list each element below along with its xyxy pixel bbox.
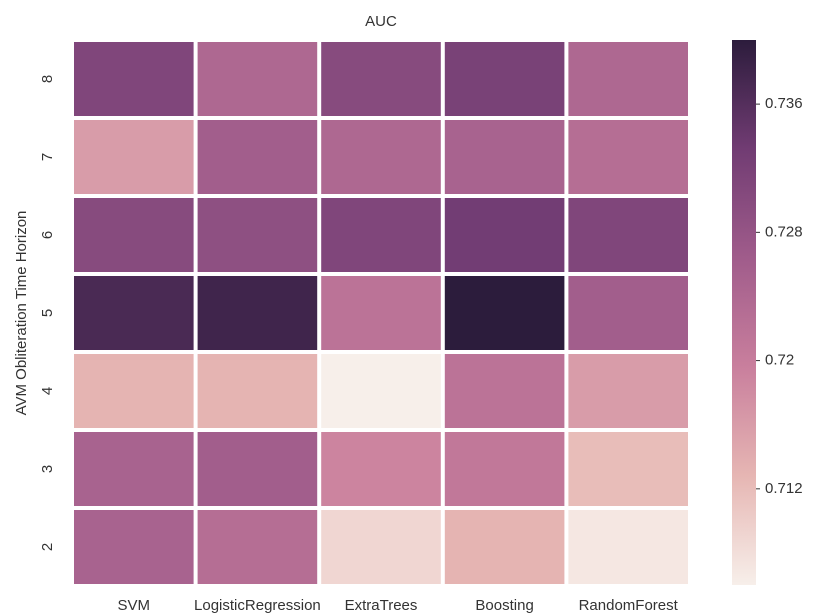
x-tick-label: Boosting <box>475 597 533 614</box>
y-tick-label: 8 <box>39 75 56 83</box>
heatmap-cell <box>444 510 565 584</box>
heatmap-cell <box>74 354 194 428</box>
heatmap-cell <box>568 354 688 428</box>
heatmap-cell <box>444 198 565 272</box>
heatmap-cell <box>568 510 688 584</box>
heatmap-cell <box>444 354 565 428</box>
heatmap-cell <box>321 198 441 272</box>
heatmap-cell <box>197 432 318 506</box>
heatmap-cell <box>444 120 565 194</box>
y-tick-label: 6 <box>39 231 56 239</box>
y-tick-label: 5 <box>39 309 56 317</box>
heatmap-cell <box>197 276 318 350</box>
heatmap-cell <box>74 276 194 350</box>
heatmap-cell <box>197 120 318 194</box>
heatmap-cell <box>321 354 441 428</box>
heatmap-cell <box>568 276 688 350</box>
heatmap-cell <box>321 42 441 116</box>
heatmap-cell <box>568 42 688 116</box>
heatmap-cell <box>568 198 688 272</box>
heatmap-cell <box>321 276 441 350</box>
colorbar <box>732 40 756 585</box>
heatmap-cell <box>568 432 688 506</box>
colorbar-tick-label: 0.736 <box>765 95 803 112</box>
y-tick-label: 2 <box>39 543 56 551</box>
heatmap-cell <box>444 432 565 506</box>
heatmap-cell <box>321 510 441 584</box>
y-tick-label: 7 <box>39 153 56 161</box>
heatmap-cell <box>444 276 565 350</box>
heatmap-cell <box>74 42 194 116</box>
heatmap-cell <box>197 42 318 116</box>
chart-title: AUC <box>365 13 397 30</box>
y-tick-label: 3 <box>39 465 56 473</box>
heatmap-cell <box>74 432 194 506</box>
heatmap-cell <box>321 432 441 506</box>
heatmap-cell <box>197 198 318 272</box>
colorbar-tick-label: 0.712 <box>765 480 803 497</box>
x-tick-label: LogisticRegression <box>194 597 321 614</box>
x-tick-label: RandomForest <box>579 597 679 614</box>
y-tick-label: 4 <box>39 387 56 395</box>
heatmap-cell <box>444 42 565 116</box>
x-tick-label: SVM <box>118 597 151 614</box>
heatmap-cell <box>74 510 194 584</box>
heatmap-cell <box>74 120 194 194</box>
colorbar-tick-label: 0.72 <box>765 352 794 369</box>
x-tick-label: ExtraTrees <box>345 597 418 614</box>
heatmap-cell <box>74 198 194 272</box>
heatmap-cell <box>568 120 688 194</box>
heatmap-cell <box>197 354 318 428</box>
y-axis-label: AVM Obliteration Time Horizon <box>13 211 30 416</box>
heatmap-cell <box>197 510 318 584</box>
colorbar-tick-label: 0.728 <box>765 223 803 240</box>
heatmap-cell <box>321 120 441 194</box>
